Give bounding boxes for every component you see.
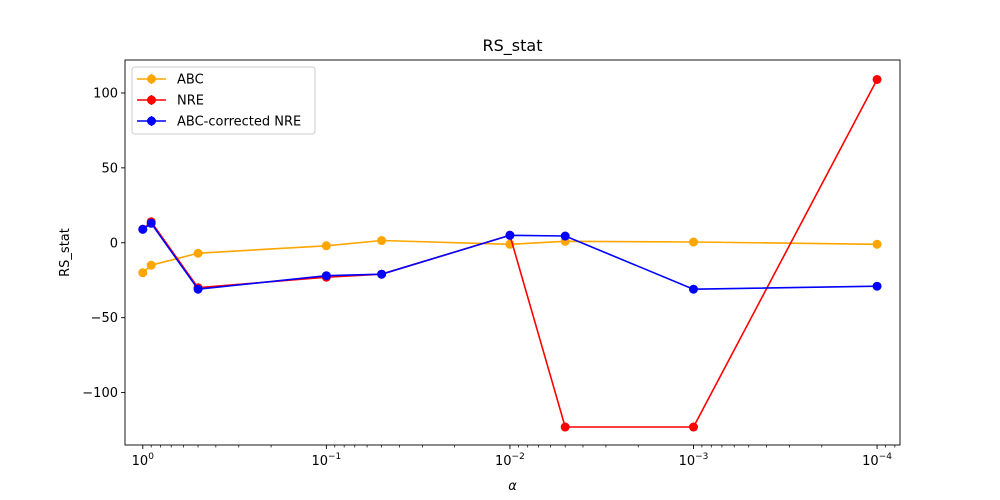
- x-tick-label-exponent: −4: [879, 452, 893, 462]
- x-tick-label-exponent: −2: [512, 452, 525, 462]
- data-point-abc: [377, 236, 387, 246]
- plot-frame: [124, 59, 901, 446]
- y-tick-label: −100: [82, 386, 118, 401]
- x-tick-label-base: 10: [862, 454, 879, 469]
- x-tick-label-exponent: −1: [328, 452, 341, 462]
- data-point-abc: [138, 268, 148, 278]
- y-tick-label: 0: [110, 236, 118, 251]
- x-tick-label-exponent: 0: [148, 452, 154, 462]
- legend-label-nre: NRE: [177, 94, 204, 109]
- data-point-abc-corrected-nre: [146, 218, 156, 228]
- data-point-abc-corrected-nre: [193, 284, 203, 294]
- x-tick-label: 100: [132, 452, 155, 469]
- x-tick-label-base: 10: [132, 454, 149, 469]
- data-point-abc-corrected-nre: [138, 224, 148, 234]
- data-point-abc: [321, 241, 331, 251]
- data-point-abc-corrected-nre: [321, 271, 331, 281]
- legend-label-abc: ABC: [177, 73, 204, 88]
- data-point-abc-corrected-nre: [560, 231, 570, 241]
- legend-marker-nre: [147, 95, 156, 105]
- x-tick-label: 10−4: [862, 452, 892, 469]
- data-point-abc-corrected-nre: [872, 281, 882, 291]
- data-point-abc-corrected-nre: [377, 269, 387, 279]
- x-tick-label-base: 10: [679, 454, 696, 469]
- y-axis-label: RS_stat: [58, 228, 73, 277]
- data-point-abc: [688, 237, 698, 247]
- data-point-nre: [560, 422, 570, 432]
- x-tick-label: 10−1: [311, 452, 341, 469]
- series-layer: [138, 74, 882, 432]
- chart-title: RS_stat: [483, 36, 543, 56]
- y-tick-label: −50: [91, 311, 118, 326]
- data-point-nre: [872, 74, 882, 84]
- data-point-abc: [872, 239, 882, 249]
- x-tick-label-base: 10: [311, 454, 328, 469]
- x-tick-label: 10−2: [495, 452, 525, 469]
- y-tick-label: 100: [93, 86, 118, 101]
- x-tick-label-exponent: −3: [695, 452, 708, 462]
- data-point-nre: [688, 422, 698, 432]
- legend-marker-abc-corrected-nre: [147, 116, 156, 126]
- legend-box: [131, 66, 316, 135]
- x-tick-label: 10−3: [679, 452, 709, 469]
- data-point-abc: [193, 248, 203, 258]
- data-point-abc: [146, 260, 156, 270]
- legend-label-abc-corrected-nre: ABC-corrected NRE: [177, 115, 301, 130]
- legend: ABC NRE ABC-corrected NRE: [131, 66, 316, 135]
- y-tick-label: 50: [101, 161, 118, 176]
- legend-marker-abc: [147, 74, 156, 84]
- x-tick-label-base: 10: [495, 454, 512, 469]
- data-point-abc-corrected-nre: [505, 230, 515, 240]
- x-axis-label: α: [508, 479, 517, 494]
- data-point-abc-corrected-nre: [688, 284, 698, 294]
